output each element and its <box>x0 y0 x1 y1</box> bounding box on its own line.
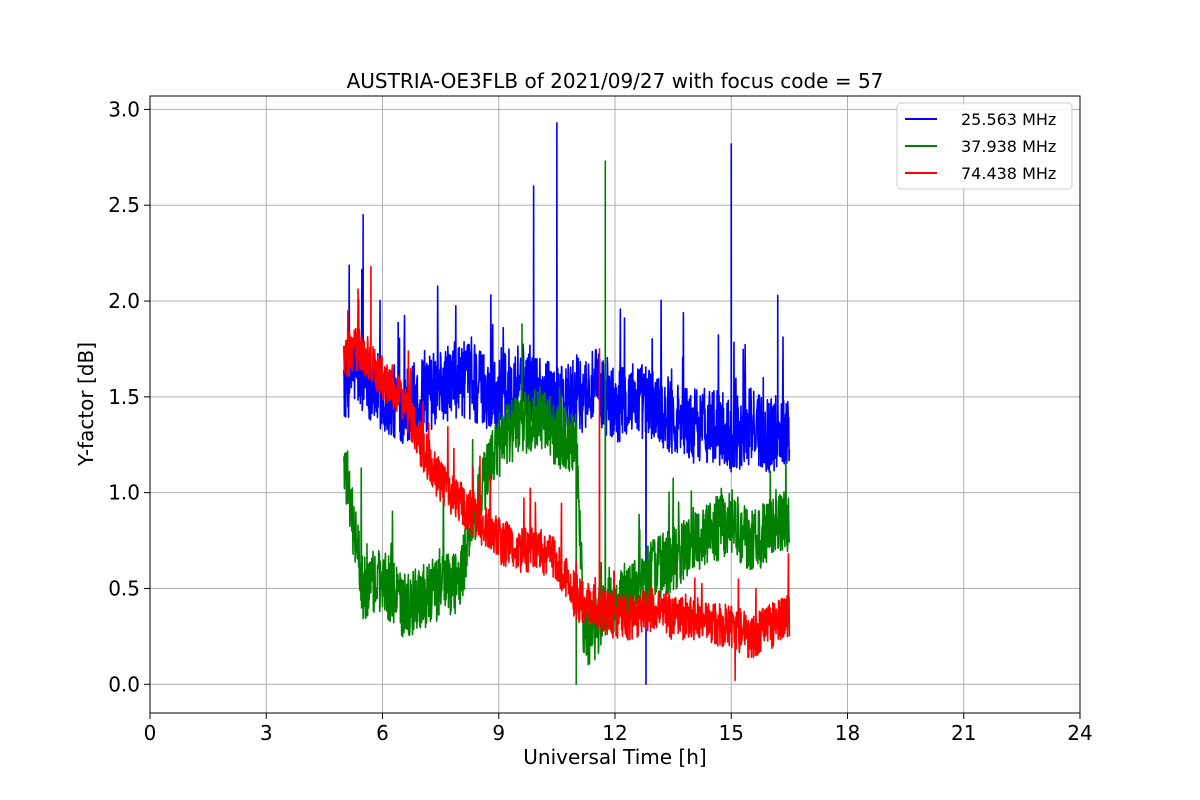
y-tick-label: 0.0 <box>108 672 140 696</box>
series-layer <box>342 122 791 686</box>
y-tick-label: 2.5 <box>108 193 140 217</box>
y-tick-label: 1.0 <box>108 481 140 505</box>
legend-entry-label: 37.938 MHz <box>961 137 1056 156</box>
chart-title: AUSTRIA-OE3FLB of 2021/09/27 with focus … <box>347 69 884 93</box>
x-tick-label: 18 <box>835 721 860 745</box>
x-axis-label: Universal Time [h] <box>523 745 706 769</box>
legend-entry-label: 25.563 MHz <box>961 110 1056 129</box>
x-tick-label: 21 <box>951 721 976 745</box>
x-tick-label: 24 <box>1067 721 1092 745</box>
y-tick-label: 1.5 <box>108 385 140 409</box>
x-tick-label: 12 <box>602 721 627 745</box>
x-tick-label: 15 <box>719 721 744 745</box>
series-line-37-938-mhz <box>342 160 791 686</box>
y-axis-ticks: 0.0 0.5 1.0 1.5 2.0 2.5 3.0 <box>108 97 150 696</box>
legend-entry-label: 74.438 MHz <box>961 164 1056 183</box>
x-tick-label: 3 <box>260 721 273 745</box>
legend-box <box>896 102 1073 190</box>
y-axis-label: Y-factor [dB] <box>74 342 98 467</box>
x-axis-ticks: 0 3 6 9 12 15 18 21 24 <box>144 713 1093 745</box>
plot-area <box>342 122 791 686</box>
y-tick-label: 2.0 <box>108 289 140 313</box>
legend: 25.563 MHz 37.938 MHz 74.438 MHz <box>896 102 1073 190</box>
x-tick-label: 0 <box>144 721 157 745</box>
x-tick-label: 6 <box>376 721 389 745</box>
series-line-25-563-mhz <box>342 122 791 686</box>
x-tick-label: 9 <box>492 721 505 745</box>
y-tick-label: 0.5 <box>108 576 140 600</box>
y-tick-label: 3.0 <box>108 97 140 121</box>
series-line-74-438-mhz <box>342 265 791 682</box>
